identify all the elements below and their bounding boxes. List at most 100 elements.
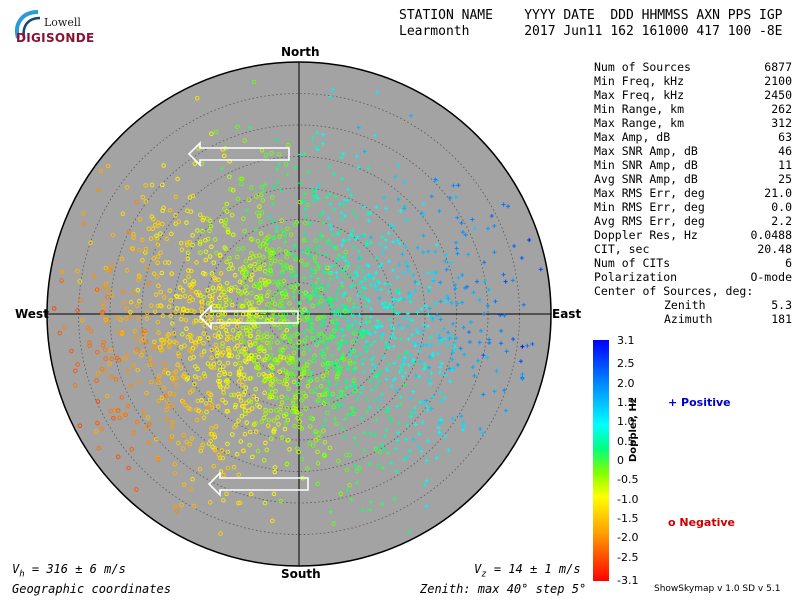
negative-source-marker — [258, 277, 264, 282]
stat-row: Min Freq, kHz 2100 — [594, 74, 792, 88]
negative-source-marker — [302, 317, 308, 322]
positive-source-marker — [520, 372, 525, 377]
stat-label: Polarization — [594, 270, 678, 284]
positive-source-marker — [407, 295, 412, 300]
positive-source-marker — [275, 167, 280, 172]
positive-source-marker — [485, 304, 490, 309]
negative-source-marker — [222, 223, 227, 228]
stats-panel: Num of Sources 6877 Min Freq, kHz 2100 Max F… — [594, 60, 792, 326]
positive-source-marker — [394, 404, 399, 409]
positive-source-marker — [482, 311, 487, 316]
negative-source-marker — [244, 284, 249, 289]
positive-source-marker — [321, 132, 326, 137]
positive-source-marker — [315, 286, 320, 291]
negative-source-marker — [295, 331, 300, 337]
negative-source-marker — [277, 369, 282, 375]
positive-source-marker — [376, 279, 381, 284]
negative-source-marker — [246, 317, 252, 323]
positive-source-marker — [403, 370, 408, 375]
negative-source-marker — [227, 174, 232, 180]
positive-source-marker — [346, 365, 351, 370]
positive-source-marker — [371, 276, 376, 281]
negative-source-marker — [249, 290, 254, 296]
positive-source-marker — [397, 354, 402, 359]
negative-source-marker — [193, 374, 198, 379]
negative-source-marker — [232, 273, 238, 278]
positive-source-marker — [436, 351, 441, 356]
positive-source-marker — [427, 285, 432, 290]
negative-source-marker — [324, 387, 329, 393]
negative-source-marker — [166, 332, 171, 337]
negative-source-marker — [228, 334, 234, 340]
positive-source-marker — [435, 313, 440, 318]
positive-source-marker — [334, 407, 339, 412]
positive-source-marker — [321, 378, 326, 383]
negative-source-marker — [223, 400, 228, 405]
positive-source-marker — [362, 275, 367, 280]
positive-source-marker — [425, 439, 430, 444]
positive-source-marker — [405, 423, 410, 428]
negative-source-marker — [205, 361, 211, 366]
positive-source-marker — [449, 260, 454, 265]
negative-source-marker — [213, 237, 218, 242]
positive-source-marker — [302, 275, 307, 280]
negative-source-marker — [231, 392, 237, 398]
negative-source-marker — [201, 331, 207, 336]
negative-source-marker — [288, 232, 294, 237]
negative-source-marker — [104, 393, 110, 399]
negative-source-marker — [236, 418, 241, 423]
negative-source-marker — [125, 369, 131, 374]
negative-source-marker — [115, 454, 121, 459]
negative-source-marker — [183, 403, 188, 408]
negative-source-marker — [93, 429, 99, 435]
positive-source-marker — [275, 179, 280, 184]
positive-source-marker — [479, 328, 484, 333]
negative-source-marker — [241, 346, 246, 351]
negative-source-marker — [321, 351, 326, 357]
positive-source-marker — [455, 362, 460, 367]
negative-source-marker — [181, 374, 186, 379]
positive-source-marker — [379, 442, 384, 447]
negative-source-marker — [177, 294, 183, 300]
positive-source-marker — [373, 271, 378, 276]
negative-source-marker — [283, 311, 289, 317]
positive-source-marker — [431, 276, 436, 281]
positive-source-marker — [309, 266, 314, 271]
negative-source-marker — [137, 299, 142, 304]
positive-source-marker — [453, 195, 458, 200]
negative-source-marker — [225, 465, 231, 471]
positive-source-marker — [369, 306, 374, 311]
positive-source-marker — [364, 339, 369, 344]
negative-source-marker — [235, 354, 241, 360]
negative-source-marker — [147, 362, 152, 368]
negative-source-marker — [244, 420, 249, 425]
positive-source-marker — [527, 238, 532, 243]
negative-source-marker — [344, 467, 350, 473]
negative-source-marker — [216, 373, 222, 378]
negative-source-marker — [290, 372, 295, 377]
positive-source-marker — [302, 152, 307, 157]
negative-source-marker — [128, 310, 133, 315]
positive-source-marker — [350, 322, 355, 327]
negative-source-marker — [273, 388, 278, 394]
positive-source-marker — [431, 270, 436, 275]
positive-source-marker — [334, 297, 339, 302]
positive-source-marker — [302, 345, 307, 350]
negative-source-marker — [91, 273, 97, 278]
negative-source-marker — [180, 332, 185, 337]
positive-source-marker — [362, 204, 367, 209]
negative-source-marker — [207, 254, 213, 259]
positive-source-marker — [406, 269, 411, 274]
negative-source-marker — [208, 223, 214, 229]
positive-source-marker — [354, 154, 359, 159]
negative-source-marker — [209, 347, 215, 353]
negative-source-marker — [338, 491, 344, 497]
positive-source-marker — [530, 342, 535, 347]
positive-source-marker — [438, 280, 443, 285]
negative-source-marker — [96, 445, 102, 451]
positive-source-marker — [429, 406, 434, 411]
negative-source-marker — [123, 412, 128, 418]
positive-source-marker — [475, 279, 480, 284]
negative-source-marker — [224, 280, 230, 286]
negative-source-marker — [149, 379, 154, 385]
